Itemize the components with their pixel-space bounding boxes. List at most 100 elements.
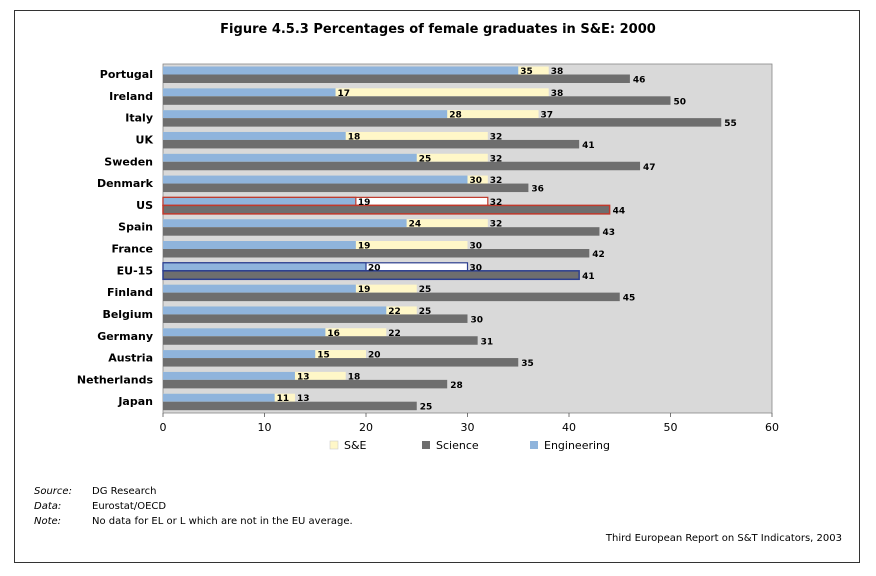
note-line: Note: No data for EL or L which are not i… bbox=[34, 516, 353, 527]
label-engineering-france: 19 bbox=[358, 242, 371, 252]
bar-engineering-germany bbox=[163, 328, 326, 337]
legend-swatch-engineering bbox=[530, 441, 538, 449]
label-engineering-uk: 18 bbox=[348, 132, 361, 142]
label-se-germany: 22 bbox=[388, 329, 401, 339]
x-tick-label-50: 50 bbox=[664, 421, 678, 434]
bar-engineering-us bbox=[162, 196, 357, 206]
bar-engineering-netherlands bbox=[163, 371, 295, 380]
label-science-denmark: 36 bbox=[531, 185, 544, 195]
bar-science-sweden bbox=[163, 161, 641, 171]
bar-science-austria bbox=[163, 358, 519, 367]
bar-engineering-austria bbox=[163, 350, 316, 359]
label-engineering-sweden: 25 bbox=[419, 154, 432, 164]
bar-science-denmark bbox=[163, 183, 529, 193]
bar-engineering-belgium bbox=[163, 306, 387, 315]
bar-engineering-portugal bbox=[163, 66, 519, 75]
bar-science-netherlands bbox=[163, 379, 448, 389]
bar-science-italy bbox=[163, 118, 722, 127]
label-engineering-netherlands: 13 bbox=[297, 372, 310, 382]
label-science-netherlands: 28 bbox=[450, 381, 463, 391]
label-se-italy: 37 bbox=[541, 111, 554, 121]
label-engineering-us: 19 bbox=[358, 198, 371, 208]
bar-engineering-france bbox=[163, 241, 356, 249]
chart-title: Figure 4.5.3 Percentages of female gradu… bbox=[220, 22, 656, 37]
category-label-eu-15: EU-15 bbox=[117, 264, 153, 277]
category-label-uk: UK bbox=[136, 133, 154, 146]
category-label-netherlands: Netherlands bbox=[77, 373, 154, 386]
label-se-austria: 20 bbox=[368, 351, 381, 361]
label-se-france: 30 bbox=[470, 242, 483, 252]
category-label-spain: Spain bbox=[118, 221, 153, 234]
label-science-austria: 35 bbox=[521, 359, 534, 369]
data-label: Data: bbox=[34, 501, 62, 512]
label-engineering-finland: 19 bbox=[358, 285, 371, 295]
label-science-belgium: 30 bbox=[471, 315, 484, 325]
label-science-ireland: 50 bbox=[674, 97, 687, 107]
label-se-us: 32 bbox=[490, 198, 503, 208]
category-label-france: France bbox=[112, 243, 153, 256]
label-engineering-eu-15: 20 bbox=[368, 263, 381, 273]
label-science-portugal: 46 bbox=[633, 76, 646, 86]
label-science-finland: 45 bbox=[623, 294, 636, 304]
bar-science-finland bbox=[163, 292, 620, 302]
label-engineering-denmark: 30 bbox=[470, 176, 483, 186]
category-label-us: US bbox=[136, 199, 153, 212]
bar-science-france bbox=[163, 249, 590, 258]
bar-engineering-ireland bbox=[163, 88, 336, 97]
label-se-denmark: 32 bbox=[490, 176, 503, 186]
source-label: Source: bbox=[34, 486, 72, 497]
label-se-belgium: 25 bbox=[419, 307, 432, 317]
data-line: Data: Eurostat/OECD bbox=[34, 501, 166, 512]
x-tick-label-60: 60 bbox=[765, 421, 779, 434]
category-label-japan: Japan bbox=[117, 395, 153, 408]
bar-science-uk bbox=[163, 139, 580, 149]
legend-label-s-e: S&E bbox=[344, 439, 367, 452]
note-value: No data for EL or L which are not in the… bbox=[92, 516, 353, 527]
category-label-austria: Austria bbox=[108, 352, 153, 365]
bar-se-ireland bbox=[163, 88, 549, 97]
bar-engineering-italy bbox=[163, 110, 448, 119]
label-engineering-ireland: 17 bbox=[338, 89, 351, 99]
bar-engineering-sweden bbox=[163, 153, 417, 162]
bar-science-eu-15 bbox=[162, 270, 580, 281]
category-label-sweden: Sweden bbox=[104, 155, 153, 168]
label-se-uk: 32 bbox=[490, 132, 503, 142]
label-se-eu-15: 30 bbox=[470, 263, 483, 273]
label-se-netherlands: 18 bbox=[348, 372, 361, 382]
category-label-finland: Finland bbox=[107, 286, 153, 299]
x-tick-label-30: 30 bbox=[461, 421, 475, 434]
label-science-us: 44 bbox=[613, 206, 626, 216]
bar-engineering-denmark bbox=[163, 175, 468, 184]
label-se-ireland: 38 bbox=[551, 89, 564, 99]
legend-label-science: Science bbox=[436, 439, 479, 452]
category-label-germany: Germany bbox=[97, 330, 153, 343]
bar-engineering-japan bbox=[163, 393, 275, 402]
legend-swatch-science bbox=[422, 441, 430, 449]
bar-engineering-eu-15 bbox=[162, 262, 367, 272]
label-engineering-italy: 28 bbox=[449, 111, 462, 121]
category-label-belgium: Belgium bbox=[102, 308, 153, 321]
bar-science-spain bbox=[163, 227, 600, 236]
x-tick-label-20: 20 bbox=[359, 421, 373, 434]
legend-label-engineering: Engineering bbox=[544, 439, 610, 452]
label-engineering-japan: 11 bbox=[277, 394, 290, 404]
label-engineering-portugal: 35 bbox=[520, 67, 533, 77]
label-science-japan: 25 bbox=[420, 403, 433, 413]
note-label: Note: bbox=[34, 516, 62, 527]
bar-science-belgium bbox=[163, 314, 468, 323]
x-tick-label-0: 0 bbox=[160, 421, 167, 434]
bar-science-portugal bbox=[163, 74, 630, 83]
bar-science-ireland bbox=[163, 96, 671, 105]
data-value: Eurostat/OECD bbox=[92, 501, 167, 512]
label-se-portugal: 38 bbox=[551, 67, 564, 77]
bar-engineering-uk bbox=[163, 131, 346, 140]
label-engineering-spain: 24 bbox=[409, 220, 422, 230]
label-engineering-austria: 15 bbox=[317, 351, 330, 361]
label-science-eu-15: 41 bbox=[582, 272, 595, 282]
legend-swatch-s-e bbox=[329, 440, 339, 450]
x-tick-label-10: 10 bbox=[258, 421, 272, 434]
label-science-germany: 31 bbox=[481, 337, 494, 347]
label-science-spain: 43 bbox=[602, 228, 615, 238]
category-label-ireland: Ireland bbox=[109, 90, 153, 103]
bar-engineering-finland bbox=[163, 284, 356, 293]
